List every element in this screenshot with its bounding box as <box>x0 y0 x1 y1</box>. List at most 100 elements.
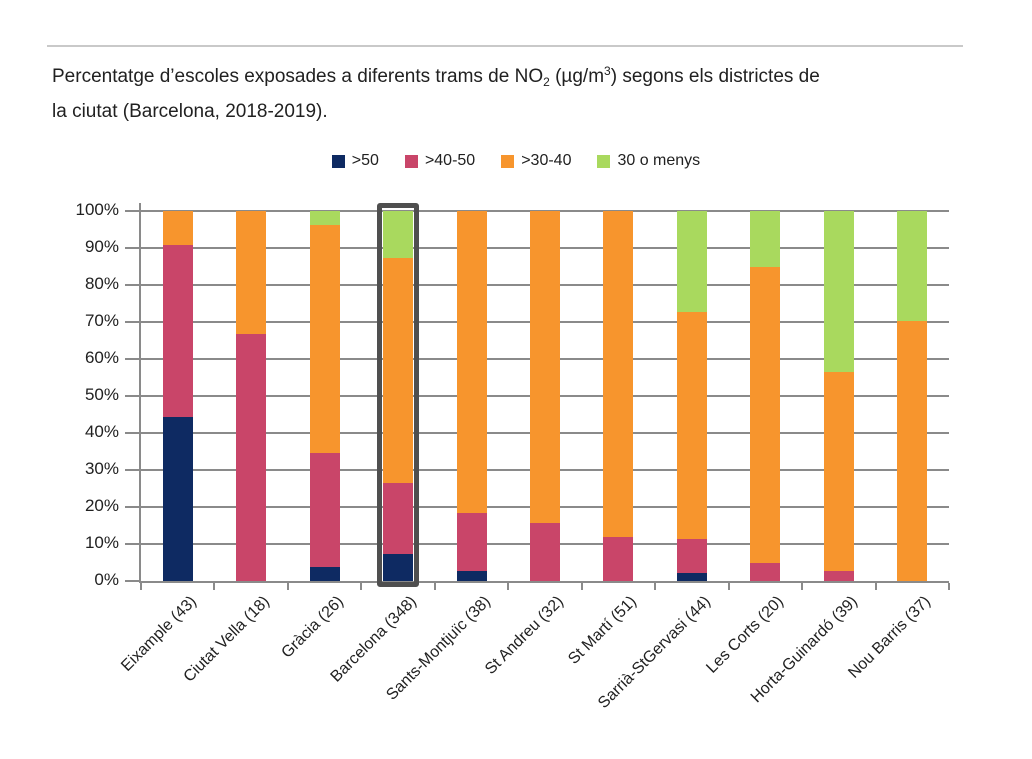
y-axis-tick-40 <box>125 432 139 434</box>
legend-swatch-icon <box>501 154 515 168</box>
bar-segment <box>676 538 707 573</box>
bar-segment <box>676 572 707 581</box>
x-axis-tick <box>654 583 657 590</box>
bar-segment <box>236 334 267 581</box>
bar-segment <box>823 571 854 581</box>
x-axis-tick <box>507 583 510 590</box>
y-axis-label-90: 90% <box>84 237 119 256</box>
y-axis-label-40: 40% <box>84 422 119 441</box>
y-axis-label-20: 20% <box>84 496 119 515</box>
y-axis-label-50: 50% <box>84 385 119 404</box>
bar-segment <box>676 312 707 539</box>
bar-segment <box>456 211 487 513</box>
x-axis-label: Horta-Guinardó (39) <box>747 593 861 707</box>
x-axis-label: St Martí (51) <box>565 593 641 668</box>
bar-segment <box>750 211 781 267</box>
legend-swatch-icon <box>404 154 418 168</box>
bar-segment <box>309 225 340 453</box>
x-axis-tick <box>948 583 950 590</box>
y-axis-tick-10 <box>125 543 139 545</box>
x-axis-tick <box>580 583 583 590</box>
x-axis-tick <box>433 583 436 590</box>
y-axis-tick-70 <box>125 321 139 323</box>
legend-label: >30-40 <box>521 152 572 169</box>
x-axis-tick <box>874 583 877 590</box>
x-axis-label: Sants-Montjuïc (38) <box>382 593 494 704</box>
x-axis-label: Sarrià-StGervasi (44) <box>595 593 714 712</box>
y-axis-label-0: 0% <box>94 570 119 589</box>
x-axis-tick <box>140 583 142 590</box>
highlight-box-barcelona <box>377 203 420 587</box>
x-axis-label: Gràcia (26) <box>278 593 347 662</box>
y-axis-tick-80 <box>125 284 139 286</box>
bar-segment <box>823 211 854 373</box>
y-axis-tick-50 <box>125 395 139 397</box>
chart-title-line-2: la ciutat (Barcelona, 2018-2019). <box>52 101 328 122</box>
x-axis-label: Eixample (43) <box>117 593 200 675</box>
bar-segment <box>750 266 781 563</box>
bar-segment <box>676 211 707 313</box>
chart-legend: >50 >40-50 >30-40 30 o menys <box>0 152 1032 170</box>
gridline-100 <box>141 210 949 212</box>
bar-segment <box>530 211 560 524</box>
y-axis-label-60: 60% <box>84 348 119 367</box>
y-axis-label-30: 30% <box>84 459 119 478</box>
y-axis-tick-90 <box>125 247 139 249</box>
bar-segment <box>383 257 414 484</box>
y-axis-cap <box>139 203 141 211</box>
m3-superscript: 3 <box>604 64 611 78</box>
bar-segment <box>823 372 854 572</box>
bar-segment <box>162 245 193 418</box>
bar-segment <box>383 554 414 581</box>
y-axis-tick-100 <box>125 210 139 212</box>
x-axis-tick <box>360 583 363 590</box>
bar-segment <box>456 512 487 572</box>
bar-segment <box>236 211 267 335</box>
legend-swatch-icon <box>331 154 345 168</box>
y-axis-label-10: 10% <box>84 533 119 552</box>
x-axis-tick <box>801 583 804 590</box>
bar-segment <box>309 566 340 581</box>
x-axis-label: Barcelona (348) <box>327 593 421 686</box>
x-axis-tick <box>286 583 289 590</box>
y-axis-tick-60 <box>125 358 139 360</box>
legend-item-1: >50 <box>331 152 379 170</box>
bar-segment <box>750 562 781 581</box>
bar-segment <box>383 483 414 555</box>
bar-segment <box>530 523 560 581</box>
y-axis-tick-0 <box>125 580 139 582</box>
bar-segment <box>456 571 487 581</box>
x-axis-label: Nou Barris (37) <box>845 593 935 682</box>
legend-label: 30 o menys <box>617 152 701 169</box>
x-axis-label: Ciutat Vella (18) <box>180 593 274 686</box>
y-axis-label-70: 70% <box>84 311 119 330</box>
bar-segment <box>162 211 193 246</box>
bar-segment <box>383 211 414 258</box>
legend-swatch-icon <box>597 154 611 168</box>
chart-title: Percentatge d’escoles exposades a difere… <box>52 57 962 126</box>
x-axis-label: Les Corts (20) <box>703 593 788 677</box>
bar-segment <box>309 453 340 567</box>
bar-segment <box>603 537 634 581</box>
plot-area: 0% 10% 20% 30% 40% 50% 60% 70% 80% 90% 100% Eixampl… <box>76 200 950 712</box>
bar-segment <box>162 417 193 581</box>
legend-item-3: >30-40 <box>501 152 571 170</box>
bar-segment <box>897 320 928 581</box>
y-axis-tick-30 <box>125 469 139 471</box>
y-axis-label-80: 80% <box>84 274 119 293</box>
legend-label: >50 <box>351 152 379 169</box>
bar-segment <box>897 211 928 321</box>
legend-item-4: 30 o menys <box>597 152 700 170</box>
y-axis-label-100: 100% <box>75 200 119 219</box>
x-axis-tick <box>213 583 216 590</box>
no2-subscript: 2 <box>543 75 550 89</box>
chart-title-line-1: Percentatge d’escoles exposades a difere… <box>52 64 820 89</box>
x-axis-label: St Andreu (32) <box>482 593 568 678</box>
legend-label: >40-50 <box>424 152 476 169</box>
y-axis-tick-20 <box>125 506 139 508</box>
legend-item-2: >40-50 <box>404 152 476 170</box>
x-axis-tick <box>727 583 730 590</box>
bar-segment <box>309 211 340 226</box>
top-divider-line <box>47 45 963 47</box>
